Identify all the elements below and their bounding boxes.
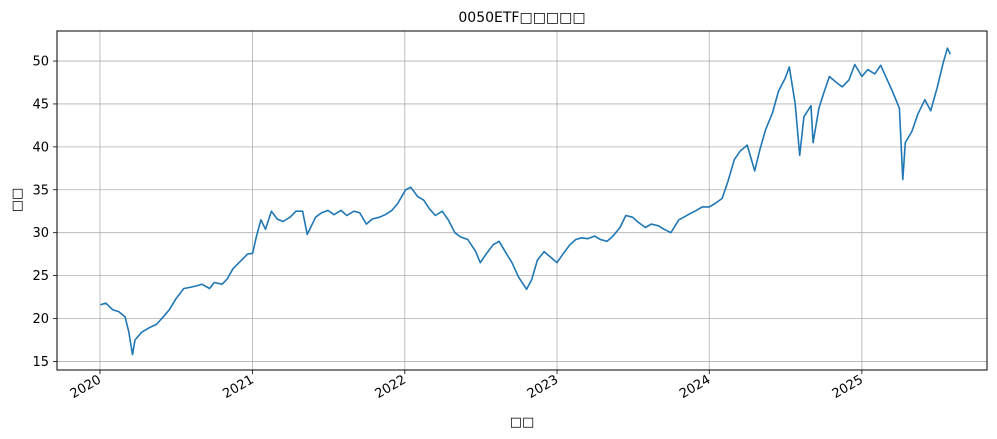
y-tick-label: 15	[32, 355, 49, 370]
grid-layer	[57, 31, 987, 370]
x-tick-label: 2020	[68, 372, 104, 402]
price-line-series-0	[100, 47, 952, 356]
y-tick-label: 50	[32, 55, 49, 70]
y-tick-label: 35	[32, 183, 49, 198]
x-tick-label: 2025	[830, 372, 866, 402]
x-tick-label: 2023	[525, 372, 561, 402]
y-tick-label: 25	[32, 269, 49, 284]
y-tick-label: 40	[32, 140, 49, 155]
y-axis-label: □□	[10, 188, 25, 213]
x-tick-label: 2022	[373, 372, 409, 402]
y-tick-label: 20	[32, 312, 49, 327]
chart-title: 0050ETF□□□□□	[458, 10, 585, 26]
x-axis-label: □□	[510, 415, 535, 430]
y-tick-label: 45	[32, 97, 49, 112]
x-tick-label: 2021	[220, 372, 256, 402]
x-tick-label: 2024	[677, 372, 713, 402]
line-layer	[100, 47, 952, 356]
y-tick-label: 30	[32, 226, 49, 241]
plot-frame	[56, 30, 988, 371]
